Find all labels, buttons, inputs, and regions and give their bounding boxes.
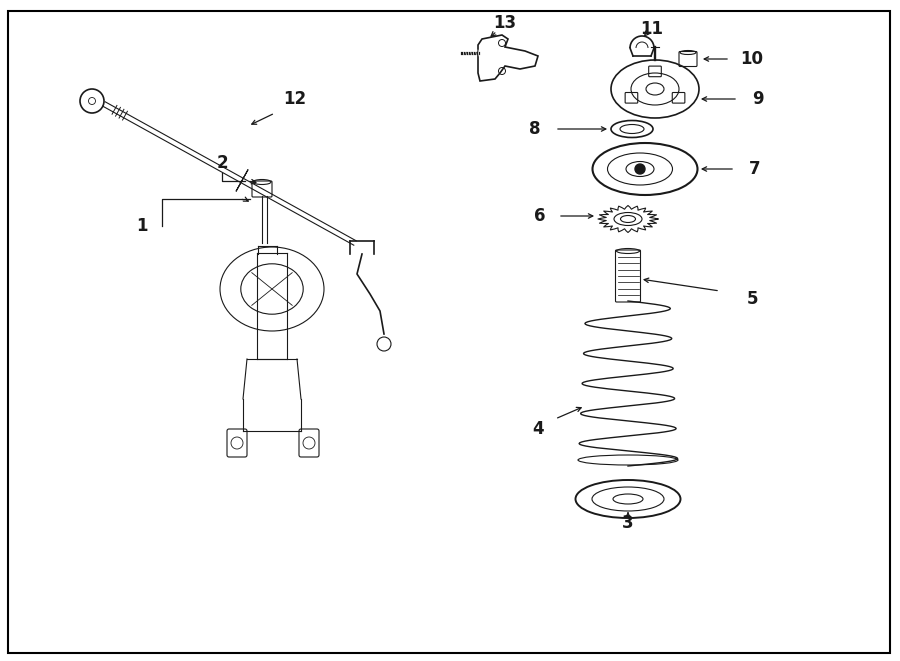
Text: 6: 6 — [535, 207, 545, 225]
Text: 12: 12 — [284, 90, 307, 108]
Text: 11: 11 — [641, 20, 663, 38]
Text: 7: 7 — [749, 160, 760, 178]
Text: 2: 2 — [216, 154, 228, 172]
Text: 4: 4 — [532, 420, 544, 438]
Text: 1: 1 — [136, 217, 148, 235]
Circle shape — [635, 164, 645, 174]
Text: 9: 9 — [752, 90, 764, 108]
Text: 10: 10 — [741, 50, 763, 68]
Text: 8: 8 — [529, 120, 541, 138]
Text: 5: 5 — [746, 290, 758, 308]
Text: 3: 3 — [622, 514, 634, 532]
Polygon shape — [598, 206, 658, 233]
Text: 13: 13 — [493, 14, 517, 32]
